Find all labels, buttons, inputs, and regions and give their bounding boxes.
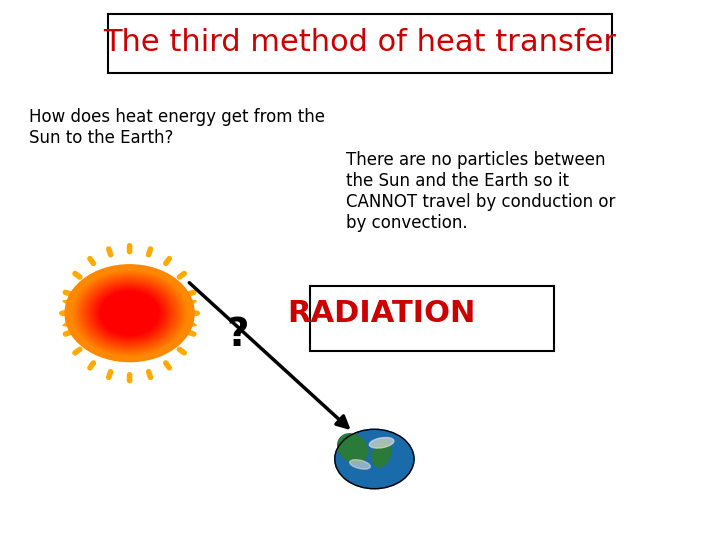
Circle shape xyxy=(99,290,161,336)
Circle shape xyxy=(83,278,176,348)
Circle shape xyxy=(89,282,171,344)
Circle shape xyxy=(65,265,194,362)
Circle shape xyxy=(80,276,179,350)
Circle shape xyxy=(88,282,171,345)
Circle shape xyxy=(94,286,166,340)
Circle shape xyxy=(74,272,185,355)
Circle shape xyxy=(101,292,158,335)
Circle shape xyxy=(87,281,172,345)
Circle shape xyxy=(81,276,179,350)
Ellipse shape xyxy=(369,437,394,448)
Circle shape xyxy=(83,278,176,348)
Circle shape xyxy=(72,270,187,356)
Circle shape xyxy=(90,284,169,343)
Circle shape xyxy=(96,288,163,338)
Circle shape xyxy=(96,288,163,339)
Circle shape xyxy=(84,279,175,347)
Circle shape xyxy=(79,275,180,351)
Circle shape xyxy=(86,280,174,346)
Circle shape xyxy=(72,270,187,356)
Polygon shape xyxy=(59,274,200,353)
Circle shape xyxy=(93,286,166,341)
Circle shape xyxy=(76,273,183,353)
Circle shape xyxy=(73,271,186,356)
Text: There are no particles between
the Sun and the Earth so it
CANNOT travel by cond: There are no particles between the Sun a… xyxy=(346,151,615,232)
Circle shape xyxy=(74,272,185,355)
Circle shape xyxy=(92,285,167,341)
Circle shape xyxy=(101,292,158,335)
Ellipse shape xyxy=(350,460,370,469)
Circle shape xyxy=(75,272,184,354)
Circle shape xyxy=(78,274,181,352)
Circle shape xyxy=(100,291,159,335)
Circle shape xyxy=(100,291,159,335)
Circle shape xyxy=(98,289,161,337)
Circle shape xyxy=(96,288,163,338)
Circle shape xyxy=(78,274,181,352)
Text: How does heat energy get from the
Sun to the Earth?: How does heat energy get from the Sun to… xyxy=(29,108,325,147)
Circle shape xyxy=(84,279,175,347)
Circle shape xyxy=(99,290,161,336)
Circle shape xyxy=(94,286,166,340)
Circle shape xyxy=(86,280,174,346)
Circle shape xyxy=(77,274,182,353)
Circle shape xyxy=(80,276,179,350)
FancyBboxPatch shape xyxy=(108,14,612,73)
Circle shape xyxy=(81,276,179,350)
Circle shape xyxy=(85,280,174,347)
Circle shape xyxy=(89,282,171,344)
Circle shape xyxy=(76,273,183,353)
Text: The third method of heat transfer: The third method of heat transfer xyxy=(104,28,616,57)
Text: RADIATION: RADIATION xyxy=(287,299,476,328)
Circle shape xyxy=(90,284,169,343)
Circle shape xyxy=(91,284,168,342)
FancyBboxPatch shape xyxy=(310,286,554,351)
Circle shape xyxy=(85,280,174,347)
Ellipse shape xyxy=(372,440,391,467)
Circle shape xyxy=(335,429,414,489)
Circle shape xyxy=(82,278,177,349)
Circle shape xyxy=(73,271,186,356)
Circle shape xyxy=(95,287,164,339)
Circle shape xyxy=(87,281,172,345)
Circle shape xyxy=(96,288,163,339)
Text: ?: ? xyxy=(226,316,249,354)
Circle shape xyxy=(88,282,171,345)
Circle shape xyxy=(79,275,180,351)
Circle shape xyxy=(82,278,177,349)
Ellipse shape xyxy=(338,434,368,463)
Circle shape xyxy=(92,285,167,341)
Circle shape xyxy=(93,286,166,341)
Circle shape xyxy=(95,287,164,339)
Circle shape xyxy=(75,272,184,354)
Circle shape xyxy=(91,284,168,342)
Circle shape xyxy=(77,274,182,353)
Circle shape xyxy=(98,289,161,337)
